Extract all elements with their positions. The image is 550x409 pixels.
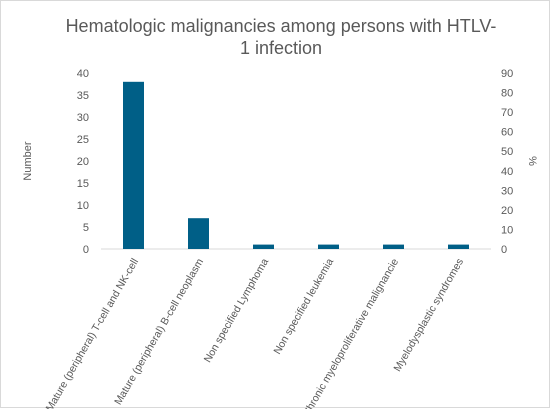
y-tick-label: 25 xyxy=(77,134,89,146)
secondary-y-tick-label: 0 xyxy=(501,244,507,256)
y-tick-label: 15 xyxy=(77,178,89,190)
y-tick-label: 20 xyxy=(77,156,89,168)
bar xyxy=(123,82,144,249)
bar xyxy=(383,245,404,249)
bar xyxy=(188,218,209,249)
secondary-y-tick-label: 60 xyxy=(501,127,513,139)
y-axis-ticks: 0 5 10 15 20 25 30 35 40 xyxy=(77,68,89,256)
secondary-y-tick-label: 40 xyxy=(501,166,513,178)
bars xyxy=(123,82,469,249)
secondary-y-tick-label: 10 xyxy=(501,224,513,236)
secondary-y-tick-label: 70 xyxy=(501,107,513,119)
category-label: Non specified leukemia xyxy=(271,256,336,356)
secondary-y-tick-label: 20 xyxy=(501,205,513,217)
category-label: Non specified Lymphoma xyxy=(202,256,272,364)
y-tick-label: 35 xyxy=(77,90,89,102)
secondary-y-tick-label: 80 xyxy=(501,88,513,100)
secondary-y-tick-label: 90 xyxy=(501,68,513,80)
bar xyxy=(253,245,274,249)
y-tick-label: 5 xyxy=(83,222,89,234)
secondary-y-axis-title: % xyxy=(526,156,538,166)
secondary-y-tick-label: 50 xyxy=(501,146,513,158)
y-tick-label: 30 xyxy=(77,112,89,124)
y-tick-label: 10 xyxy=(77,200,89,212)
secondary-y-axis-ticks: 0 10 20 30 40 50 60 70 80 90 xyxy=(501,68,513,256)
bar xyxy=(448,245,469,249)
y-tick-label: 0 xyxy=(83,244,89,256)
secondary-y-tick-label: 30 xyxy=(501,185,513,197)
category-label: Myelodysplastic syndromes xyxy=(392,257,467,374)
category-labels: Mature (peripheral) T-cell and NK-cellMa… xyxy=(44,256,467,409)
bar xyxy=(318,245,339,249)
y-tick-label: 40 xyxy=(77,68,89,80)
y-axis-title: Number xyxy=(22,141,34,180)
